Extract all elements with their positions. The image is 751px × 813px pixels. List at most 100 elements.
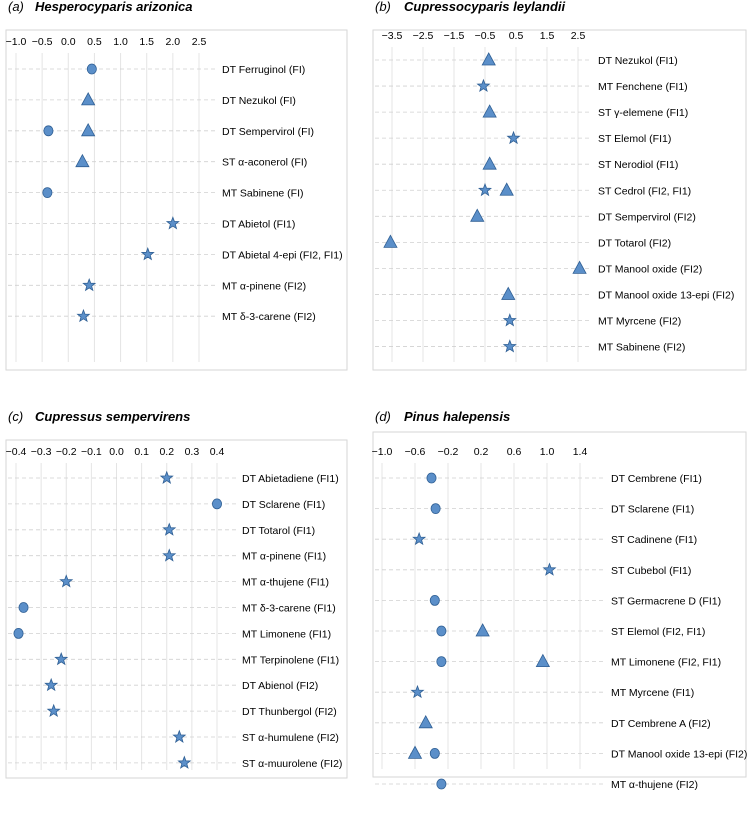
chart-c-point-circle [211, 498, 222, 510]
chart-b-point-star [476, 78, 491, 92]
chart-d-category-label: DT Cembrene A (FI2) [611, 718, 711, 730]
chart-c-category-label: ST α-humulene (FI2) [242, 732, 339, 744]
chart-c-point-star [44, 677, 59, 692]
chart-d-point-triangle [475, 623, 490, 637]
chart-c-x-tick-label: −0.4 [6, 446, 27, 458]
chart-d-point-circle [429, 748, 440, 759]
chart-c-x-tick-label: −0.3 [31, 446, 52, 458]
chart-c-panel-label: (c) [8, 409, 23, 424]
chart-d-category-label: ST Cadinene (FI1) [611, 534, 697, 546]
chart-c-category-label: DT Sclarene (FI1) [242, 499, 325, 511]
chart-d-category-label: MT Limonene (FI2, FI1) [611, 657, 721, 669]
chart-a-point-triangle [80, 92, 96, 106]
chart-b-point-triangle [470, 208, 485, 222]
chart-d-x-tick-label: −1.0 [372, 446, 393, 458]
chart-b-x-tick-label: 0.5 [509, 30, 524, 42]
chart-b-x-tick-label: −0.5 [475, 30, 496, 42]
chart-c-x-tick-label: 0.4 [210, 446, 225, 458]
chart-a-point-star [76, 308, 91, 323]
chart-b-x-tick-label: −3.5 [382, 30, 403, 42]
chart-d-category-label: DT Manool oxide 13-epi (FI2) [611, 748, 747, 760]
chart-b-panel-label: (b) [375, 0, 391, 14]
chart-d-category-label: MT α-thujene (FI2) [611, 779, 698, 791]
chart-a-point-star [165, 216, 180, 230]
chart-b-category-label: ST Nerodiol (FI1) [598, 159, 678, 171]
chart-a-category-label: MT α-pinene (FI2) [222, 280, 306, 292]
chart-c-x-tick-label: −0.1 [81, 446, 102, 458]
chart-c-category-label: DT Abietadiene (FI1) [242, 473, 339, 485]
chart-c-frame [5, 439, 348, 779]
chart-c-point-star [162, 522, 177, 536]
chart-d-category-label: DT Sclarene (FI1) [611, 504, 694, 516]
chart-a-x-tick-label: 1.5 [139, 36, 154, 48]
chart-b-point-triangle [482, 156, 497, 170]
chart-c-point-circle [13, 628, 24, 639]
chart-b-category-label: DT Manool oxide 13-epi (FI2) [598, 289, 734, 301]
chart-a-point-triangle [75, 153, 90, 168]
chart-b-x-tick-label: −1.5 [444, 30, 465, 42]
chart-a-point-star [140, 247, 155, 261]
chart-d-point-circle [430, 503, 441, 515]
chart-c-point-star [162, 548, 177, 562]
chart-d-title: Pinus halepensis [404, 409, 510, 424]
chart-d-category-label: MT Myrcene (FI1) [611, 687, 694, 699]
chart-d-category-label: ST Cubebol (FI1) [611, 565, 691, 577]
chart-c-category-label: MT α-pinene (FI1) [242, 551, 326, 563]
chart-d-x-tick-label: 1.0 [540, 446, 555, 458]
chart-d-point-star [410, 684, 425, 699]
chart-d-category-label: ST Germacrene D (FI1) [611, 595, 721, 607]
chart-d-point-circle [426, 472, 437, 484]
chart-b-category-label: MT Fenchene (FI1) [598, 81, 688, 93]
chart-c-x-tick-label: −0.2 [56, 446, 77, 458]
chart-a-category-label: DT Ferruginol (FI) [222, 64, 305, 76]
chart-d-x-tick-label: 1.4 [573, 446, 588, 458]
chart-b-x-tick-label: 2.5 [571, 30, 586, 42]
chart-b-point-triangle [383, 234, 398, 248]
chart-c-category-label: MT α-thujene (FI1) [242, 577, 329, 589]
chart-a-panel-label: (a) [8, 0, 24, 14]
chart-c-point-star [59, 574, 74, 588]
chart-d-panel-label: (d) [375, 409, 391, 424]
chart-a-point-star [82, 277, 97, 292]
chart-b-point-star [502, 339, 517, 353]
chart-a-category-label: ST α-aconerol (FI) [222, 157, 307, 169]
chart-b-category-label: ST γ-elemene (FI1) [598, 107, 688, 119]
chart-b-point-triangle [572, 260, 587, 274]
chart-c-category-label: DT Abienol (FI2) [242, 680, 318, 692]
chart-c-category-label: ST α-muurolene (FI2) [242, 758, 342, 770]
chart-c-category-label: MT Limonene (FI1) [242, 628, 331, 640]
chart-d-point-circle [436, 656, 447, 667]
chart-d-point-star [412, 531, 427, 546]
chart-a-point-circle [42, 187, 53, 199]
chart-a-x-tick-label: 0.5 [87, 36, 102, 48]
chart-d-x-tick-label: −0.2 [438, 446, 459, 458]
chart-b-point-star [502, 313, 517, 327]
chart-c-point-circle [18, 602, 29, 613]
chart-c-point-star [54, 651, 69, 666]
chart-b-category-label: ST Cedrol (FI2, FI1) [598, 185, 691, 197]
chart-b-point-triangle [501, 286, 516, 300]
chart-c-title: Cupressus sempervirens [35, 409, 190, 424]
chart-a-x-tick-label: −0.5 [32, 36, 53, 48]
chart-d-point-triangle [407, 745, 423, 759]
chart-a-category-label: MT δ-3-carene (FI2) [222, 311, 316, 323]
chart-b-point-star [478, 182, 492, 197]
chart-b-category-label: DT Sempervirol (FI2) [598, 211, 696, 223]
chart-d-point-triangle [418, 714, 433, 729]
chart-a-point-circle [43, 125, 54, 137]
chart-b-frame [372, 29, 747, 371]
chart-b-category-label: MT Myrcene (FI2) [598, 316, 681, 328]
chart-a-category-label: DT Abietal 4-epi (FI2, FI1) [222, 249, 343, 261]
chart-c-point-star [46, 703, 61, 718]
chart-c-category-label: DT Thunbergol (FI2) [242, 706, 337, 718]
chart-c-point-star [172, 729, 187, 743]
chart-d-category-label: DT Cembrene (FI1) [611, 473, 702, 485]
chart-c-x-tick-label: 0.0 [109, 446, 124, 458]
chart-a-category-label: MT Sabinene (FI) [222, 188, 304, 200]
chart-b-category-label: ST Elemol (FI1) [598, 133, 671, 145]
chart-c-category-label: MT δ-3-carene (FI1) [242, 603, 336, 615]
chart-b-category-label: MT Sabinene (FI2) [598, 342, 685, 354]
chart-c-x-tick-label: 0.1 [134, 446, 149, 458]
chart-c-point-star [177, 755, 192, 769]
chart-d-panel: −1.0 −0.6 −0.2 0.2 0.6 1.0 1.4 DT Cembrene (FI1… [372, 409, 748, 791]
